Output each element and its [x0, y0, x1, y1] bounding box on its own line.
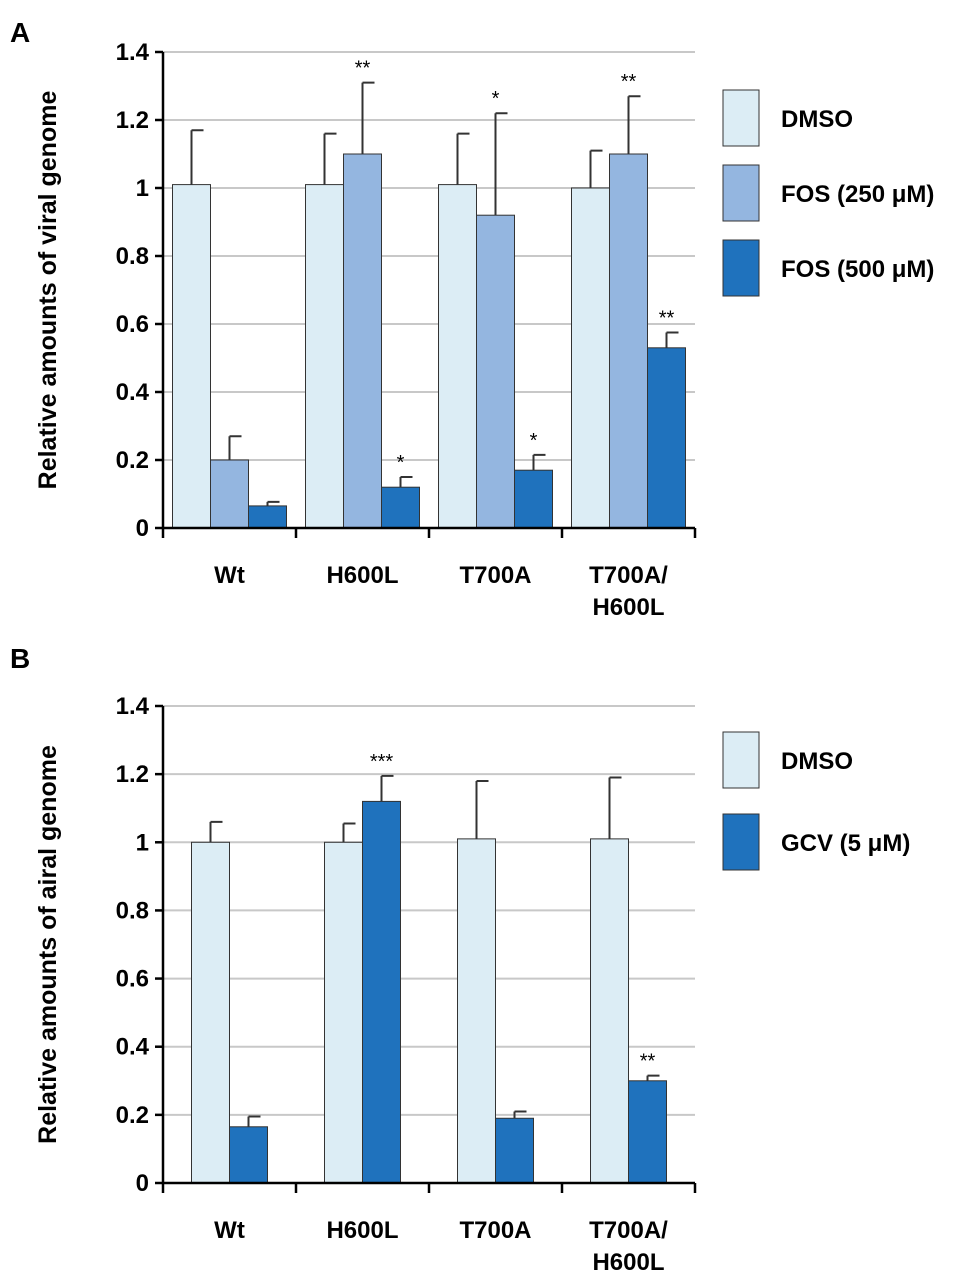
- bar-A-s1-c3: [609, 153, 648, 529]
- y-tick-label: 0.2: [116, 447, 149, 474]
- x-category-label: T700A/H600L: [589, 1217, 668, 1275]
- bar-B-s0-c1: [324, 841, 363, 1184]
- error-bar: [627, 95, 641, 154]
- x-category-label: H600L: [326, 562, 398, 589]
- y-tick-label: 1: [136, 829, 149, 856]
- significance-marker: *: [492, 88, 500, 110]
- y-tick-label: 0.8: [116, 243, 149, 270]
- legend-swatch: [722, 89, 760, 147]
- error-bar: [475, 779, 489, 839]
- legend-swatch: [722, 813, 760, 871]
- bar-A-s2-c1: [381, 486, 420, 529]
- error-bar: [342, 822, 356, 843]
- panel-label: B: [10, 643, 30, 674]
- y-tick-label: 0: [136, 1170, 149, 1197]
- bar-A-s2-c2: [514, 469, 553, 529]
- y-tick-label: 1.4: [116, 39, 150, 66]
- significance-marker: **: [621, 71, 637, 93]
- bar-B-s0-c0: [191, 841, 230, 1184]
- error-bar: [646, 1074, 660, 1081]
- error-bar: [209, 820, 223, 843]
- bar-A-s1-c2: [476, 214, 515, 529]
- legend-label: FOS (500 μM): [781, 256, 934, 283]
- error-bar: [247, 1115, 261, 1127]
- y-tick-label: 1: [136, 175, 149, 202]
- error-bar: [513, 1110, 527, 1119]
- y-axis-title: Relative amounts of viral genome: [34, 91, 62, 490]
- bar-B-s1-c3: [628, 1080, 667, 1184]
- bar-B-s0-c2: [457, 838, 496, 1184]
- error-bar: [608, 776, 622, 839]
- y-tick-label: 0.2: [116, 1102, 149, 1129]
- legend-label: DMSO: [781, 106, 853, 133]
- bar-B-s1-c2: [495, 1117, 534, 1184]
- x-category-label: T700A: [459, 562, 531, 589]
- significance-marker: ***: [370, 751, 394, 773]
- legend-swatch: [722, 731, 760, 789]
- x-category-label: H600L: [326, 1217, 398, 1244]
- error-bar: [494, 112, 508, 216]
- bar-A-s2-c3: [647, 347, 686, 529]
- legend-swatch: [722, 239, 760, 297]
- significance-marker: **: [640, 1051, 656, 1073]
- chart-panel-A: A 0 0.2 0.4 0.6 0.8 1 1.2 1.4 Relative amounts of…: [10, 17, 934, 621]
- panel-label: A: [10, 17, 30, 48]
- y-tick-label: 1.2: [116, 761, 149, 788]
- error-bar: [589, 149, 603, 188]
- x-category-label: Wt: [214, 1217, 245, 1244]
- bar-A-s1-c1: [343, 153, 382, 529]
- error-bar: [323, 132, 337, 185]
- bar-A-s1-c0: [210, 459, 249, 529]
- y-tick-label: 0.6: [116, 311, 149, 338]
- bar-A-s0-c1: [305, 184, 344, 529]
- significance-marker: *: [530, 430, 538, 452]
- error-bar: [228, 435, 242, 460]
- y-tick-label: 0.4: [116, 379, 150, 406]
- significance-marker: **: [355, 58, 371, 80]
- bar-B-s0-c3: [590, 838, 629, 1184]
- y-tick-label: 0.8: [116, 897, 149, 924]
- legend-label: FOS (250 μM): [781, 181, 934, 208]
- error-bar: [665, 331, 679, 348]
- significance-marker: **: [659, 308, 675, 330]
- y-tick-label: 0.4: [116, 1034, 150, 1061]
- bar-B-s1-c1: [362, 800, 401, 1184]
- x-category-label: T700A/H600L: [589, 562, 668, 621]
- y-axis-title: Relative amounts of airal genome: [34, 745, 62, 1144]
- chart-panel-B: B 0 0.2 0.4 0.6 0.8 1 1.2 1.4 Relative amounts of…: [10, 643, 910, 1275]
- bar-A-s2-c0: [248, 505, 287, 529]
- error-bar: [190, 129, 204, 185]
- y-tick-label: 0: [136, 515, 149, 542]
- x-category-label: Wt: [214, 562, 245, 589]
- y-tick-label: 1.4: [116, 693, 150, 720]
- legend-swatch: [722, 164, 760, 222]
- legend-label: GCV (5 μM): [781, 830, 910, 857]
- significance-marker: *: [397, 452, 405, 474]
- error-bar: [266, 500, 280, 506]
- y-tick-label: 0.6: [116, 966, 149, 993]
- bar-B-s1-c0: [229, 1126, 268, 1184]
- x-category-label: T700A: [459, 1217, 531, 1244]
- bar-A-s0-c0: [172, 184, 211, 529]
- bar-A-s0-c2: [438, 184, 477, 529]
- y-tick-label: 1.2: [116, 107, 149, 134]
- error-bar: [399, 476, 413, 488]
- error-bar: [380, 774, 394, 802]
- error-bar: [532, 453, 546, 471]
- bar-A-s0-c3: [571, 187, 610, 529]
- legend-label: DMSO: [781, 748, 853, 775]
- error-bar: [361, 81, 375, 154]
- error-bar: [456, 132, 470, 185]
